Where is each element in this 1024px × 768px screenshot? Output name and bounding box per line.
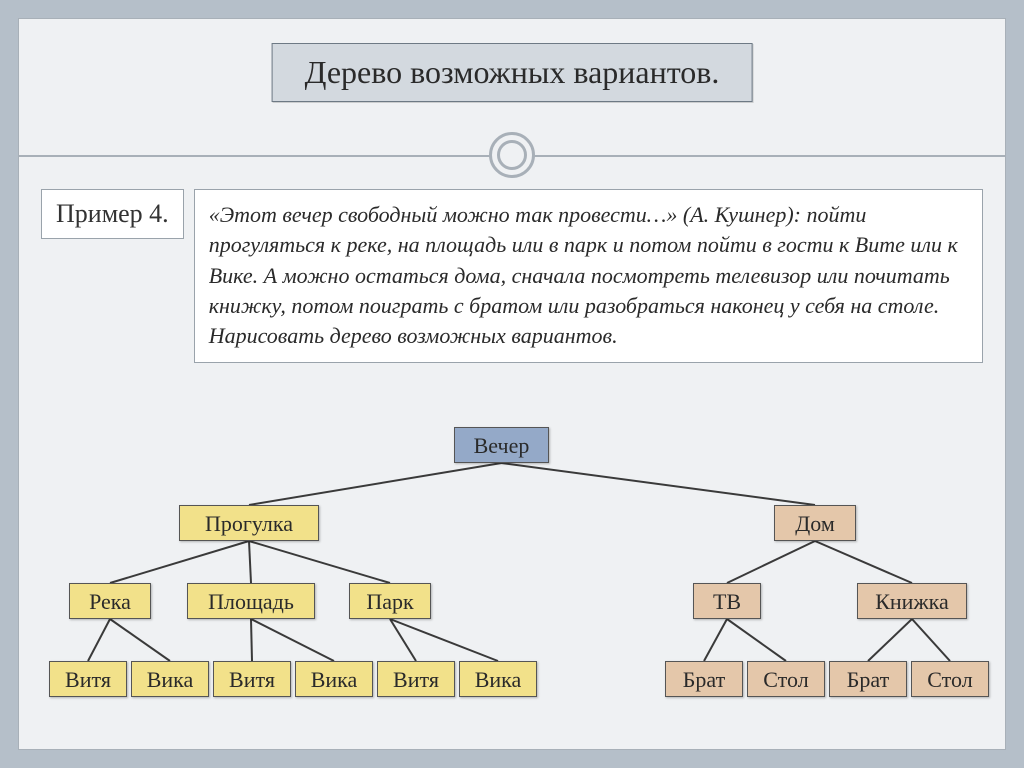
tree-node: Стол <box>911 661 989 697</box>
tree-node: Вика <box>131 661 209 697</box>
tree-node: Прогулка <box>179 505 319 541</box>
tree-node: Витя <box>49 661 127 697</box>
tree-node: Вика <box>459 661 537 697</box>
tree-node: Книжка <box>857 583 967 619</box>
example-text: «Этот вечер свободный можно так провести… <box>194 189 983 363</box>
tree-node: Парк <box>349 583 431 619</box>
tree-node: Брат <box>829 661 907 697</box>
tree-node: Витя <box>213 661 291 697</box>
tree-node: Река <box>69 583 151 619</box>
tree-node: Стол <box>747 661 825 697</box>
example-block: Пример 4. «Этот вечер свободный можно та… <box>41 189 983 363</box>
tree-node: Брат <box>665 661 743 697</box>
tree-node: Вика <box>295 661 373 697</box>
tree-node: ТВ <box>693 583 761 619</box>
example-label: Пример 4. <box>41 189 184 239</box>
tree-node: Площадь <box>187 583 315 619</box>
tree-node: Витя <box>377 661 455 697</box>
tree-node: Вечер <box>454 427 549 463</box>
tree-diagram: Вечер Прогулка Дом Река Площадь Парк ТВ Книжка В… <box>49 427 975 729</box>
separator-ornament <box>489 132 535 178</box>
page-title: Дерево возможных вариантов. <box>272 43 753 102</box>
tree-node: Дом <box>774 505 856 541</box>
